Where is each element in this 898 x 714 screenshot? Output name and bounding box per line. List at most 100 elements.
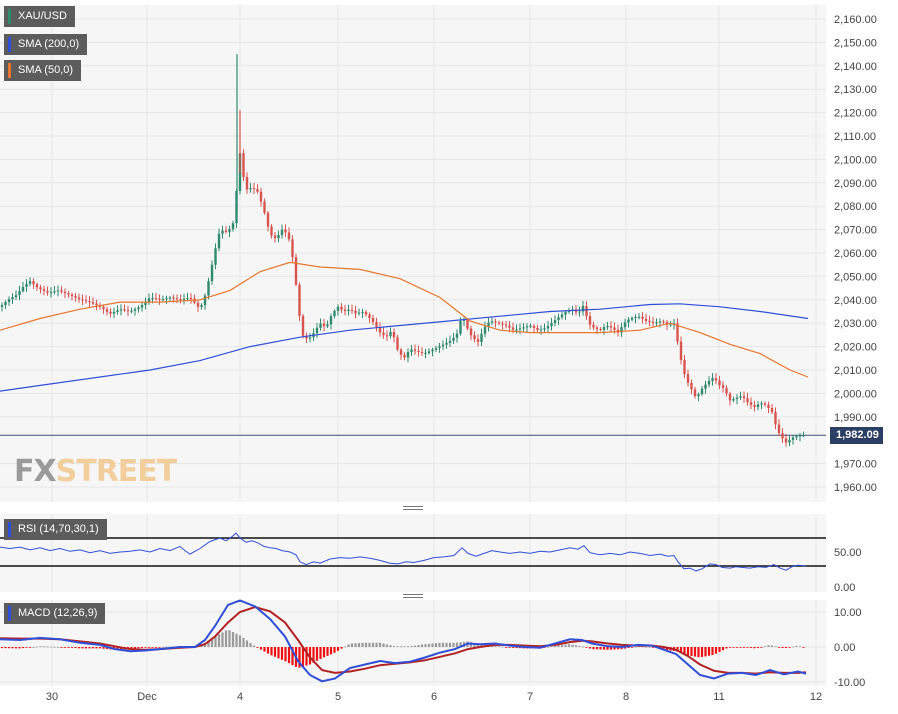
macd-histogram-bar [599,647,602,650]
macd-histogram-bar [609,647,613,650]
legend-symbol-label: XAU/USD [18,10,67,22]
macd-histogram-bar [235,633,238,647]
candle-body [228,229,231,232]
candle-body [287,232,291,240]
candle-body [473,335,476,340]
macd-histogram-bar [364,642,368,647]
candle-body [406,352,410,358]
macd-histogram-bar [270,647,273,656]
x-tick-label-0: 30 [46,691,58,703]
candle-body [679,341,683,361]
candle-body [25,283,28,287]
rsi-line [0,532,807,572]
macd-histogram-bar [368,642,371,647]
candle-body [641,316,644,319]
macd-histogram-bar [770,645,774,647]
macd-histogram-bar [165,646,168,648]
candle-body [802,435,805,437]
candle-body [189,298,193,300]
macd-histogram-bar [151,647,154,648]
macd-histogram-bar [382,643,385,647]
candle-body [438,346,441,349]
macd-histogram-bar [620,647,623,650]
candle-body [144,301,147,305]
macd-histogram-bar [763,646,767,647]
macd-histogram-bar [798,646,802,648]
macd-histogram-bar [756,647,760,648]
candle-body [116,310,119,312]
macd-histogram-bar [74,647,77,649]
x-tick-label-8: 12 [810,691,822,703]
price-y-tick-4: 2,120.00 [834,108,877,120]
macd-histogram-bar [144,647,147,648]
macd-histogram-bar [322,647,326,658]
candle-body [42,289,46,291]
price-y-tick-12: 2,040.00 [834,295,877,307]
candle-body [172,297,175,299]
legend-macd-swatch [8,606,11,621]
macd-histogram-bar [231,631,235,647]
macd-histogram-bar [637,646,641,648]
candle-body [168,297,172,299]
candle-body [217,233,221,249]
macd-y-tick-0: 10.00 [834,607,862,619]
candle-body [704,384,707,389]
candle-body [420,352,424,354]
candle-body [112,311,116,314]
candle-body [553,320,557,324]
macd-histogram-bar [221,632,224,647]
candle-body [798,435,802,437]
macd-histogram-bar [147,647,151,648]
candle-body [119,309,123,311]
candle-body [602,327,606,330]
macd-histogram-bar [329,647,333,655]
candle-body [788,439,791,443]
macd-histogram-bar [105,647,109,650]
price-y-tick-0: 2,160.00 [834,14,877,26]
candle-body [67,293,70,295]
price-y-tick-10: 2,060.00 [834,248,877,260]
candle-body [319,323,322,328]
candle-body [0,305,4,307]
candle-body [452,337,455,341]
candle-body [389,331,392,337]
macd-histogram-bar [88,647,91,649]
macd-histogram-bar [140,647,144,648]
price-y-tick-18: 1,970.00 [834,459,877,471]
macd-histogram-bar [501,646,504,648]
candle-body [749,402,753,406]
macd-line [0,599,807,683]
macd-histogram-bar [427,643,431,647]
macd-histogram-bar [511,647,515,648]
macd-histogram-bar [683,647,686,655]
candle-body [28,281,32,284]
candle-body [109,311,112,314]
macd-histogram-bar [791,646,795,648]
macd-histogram-bar [249,643,252,647]
macd-histogram-bar [679,647,683,653]
candle-body [291,239,294,258]
macd-histogram-bar [774,646,777,648]
candle-body [522,327,525,329]
candle-body [371,317,375,323]
macd-histogram-bar [98,647,102,649]
candle-body [434,348,438,350]
candle-body [511,327,515,330]
macd-histogram-bar [567,644,571,647]
macd-histogram-bar [732,647,735,648]
macd-histogram-bar [399,646,403,648]
macd-histogram-bar [630,647,634,648]
candle-body [35,284,39,288]
candle-body [564,311,567,315]
candle-body [634,316,637,318]
macd-histogram-bar [252,645,256,647]
macd-histogram-bar [634,646,637,648]
macd-histogram-bar [595,647,599,650]
candle-body [231,223,235,230]
candle-body [392,331,396,338]
candle-body [595,327,599,330]
candle-body [609,326,613,328]
candle-body [637,316,641,318]
macd-histogram-bar [396,646,399,648]
macd-histogram-bar [690,647,693,657]
